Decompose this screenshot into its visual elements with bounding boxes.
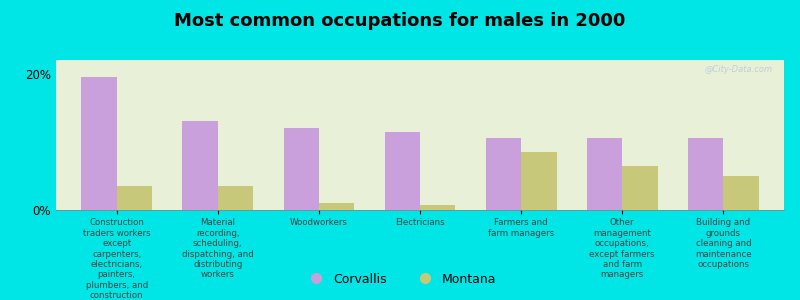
Bar	[688, 138, 723, 210]
Bar	[622, 166, 658, 210]
Bar	[117, 186, 152, 210]
Bar	[319, 203, 354, 210]
Bar	[521, 152, 557, 210]
Bar	[385, 132, 420, 210]
Bar	[218, 186, 253, 210]
Bar	[82, 77, 117, 210]
Bar	[723, 176, 758, 210]
Bar	[420, 205, 455, 210]
Bar	[182, 122, 218, 210]
Text: Most common occupations for males in 2000: Most common occupations for males in 200…	[174, 12, 626, 30]
Text: @City-Data.com: @City-Data.com	[705, 64, 773, 74]
Bar	[486, 138, 521, 210]
Legend: Corvallis, Montana: Corvallis, Montana	[298, 268, 502, 291]
Bar	[283, 128, 319, 210]
Bar	[587, 138, 622, 210]
